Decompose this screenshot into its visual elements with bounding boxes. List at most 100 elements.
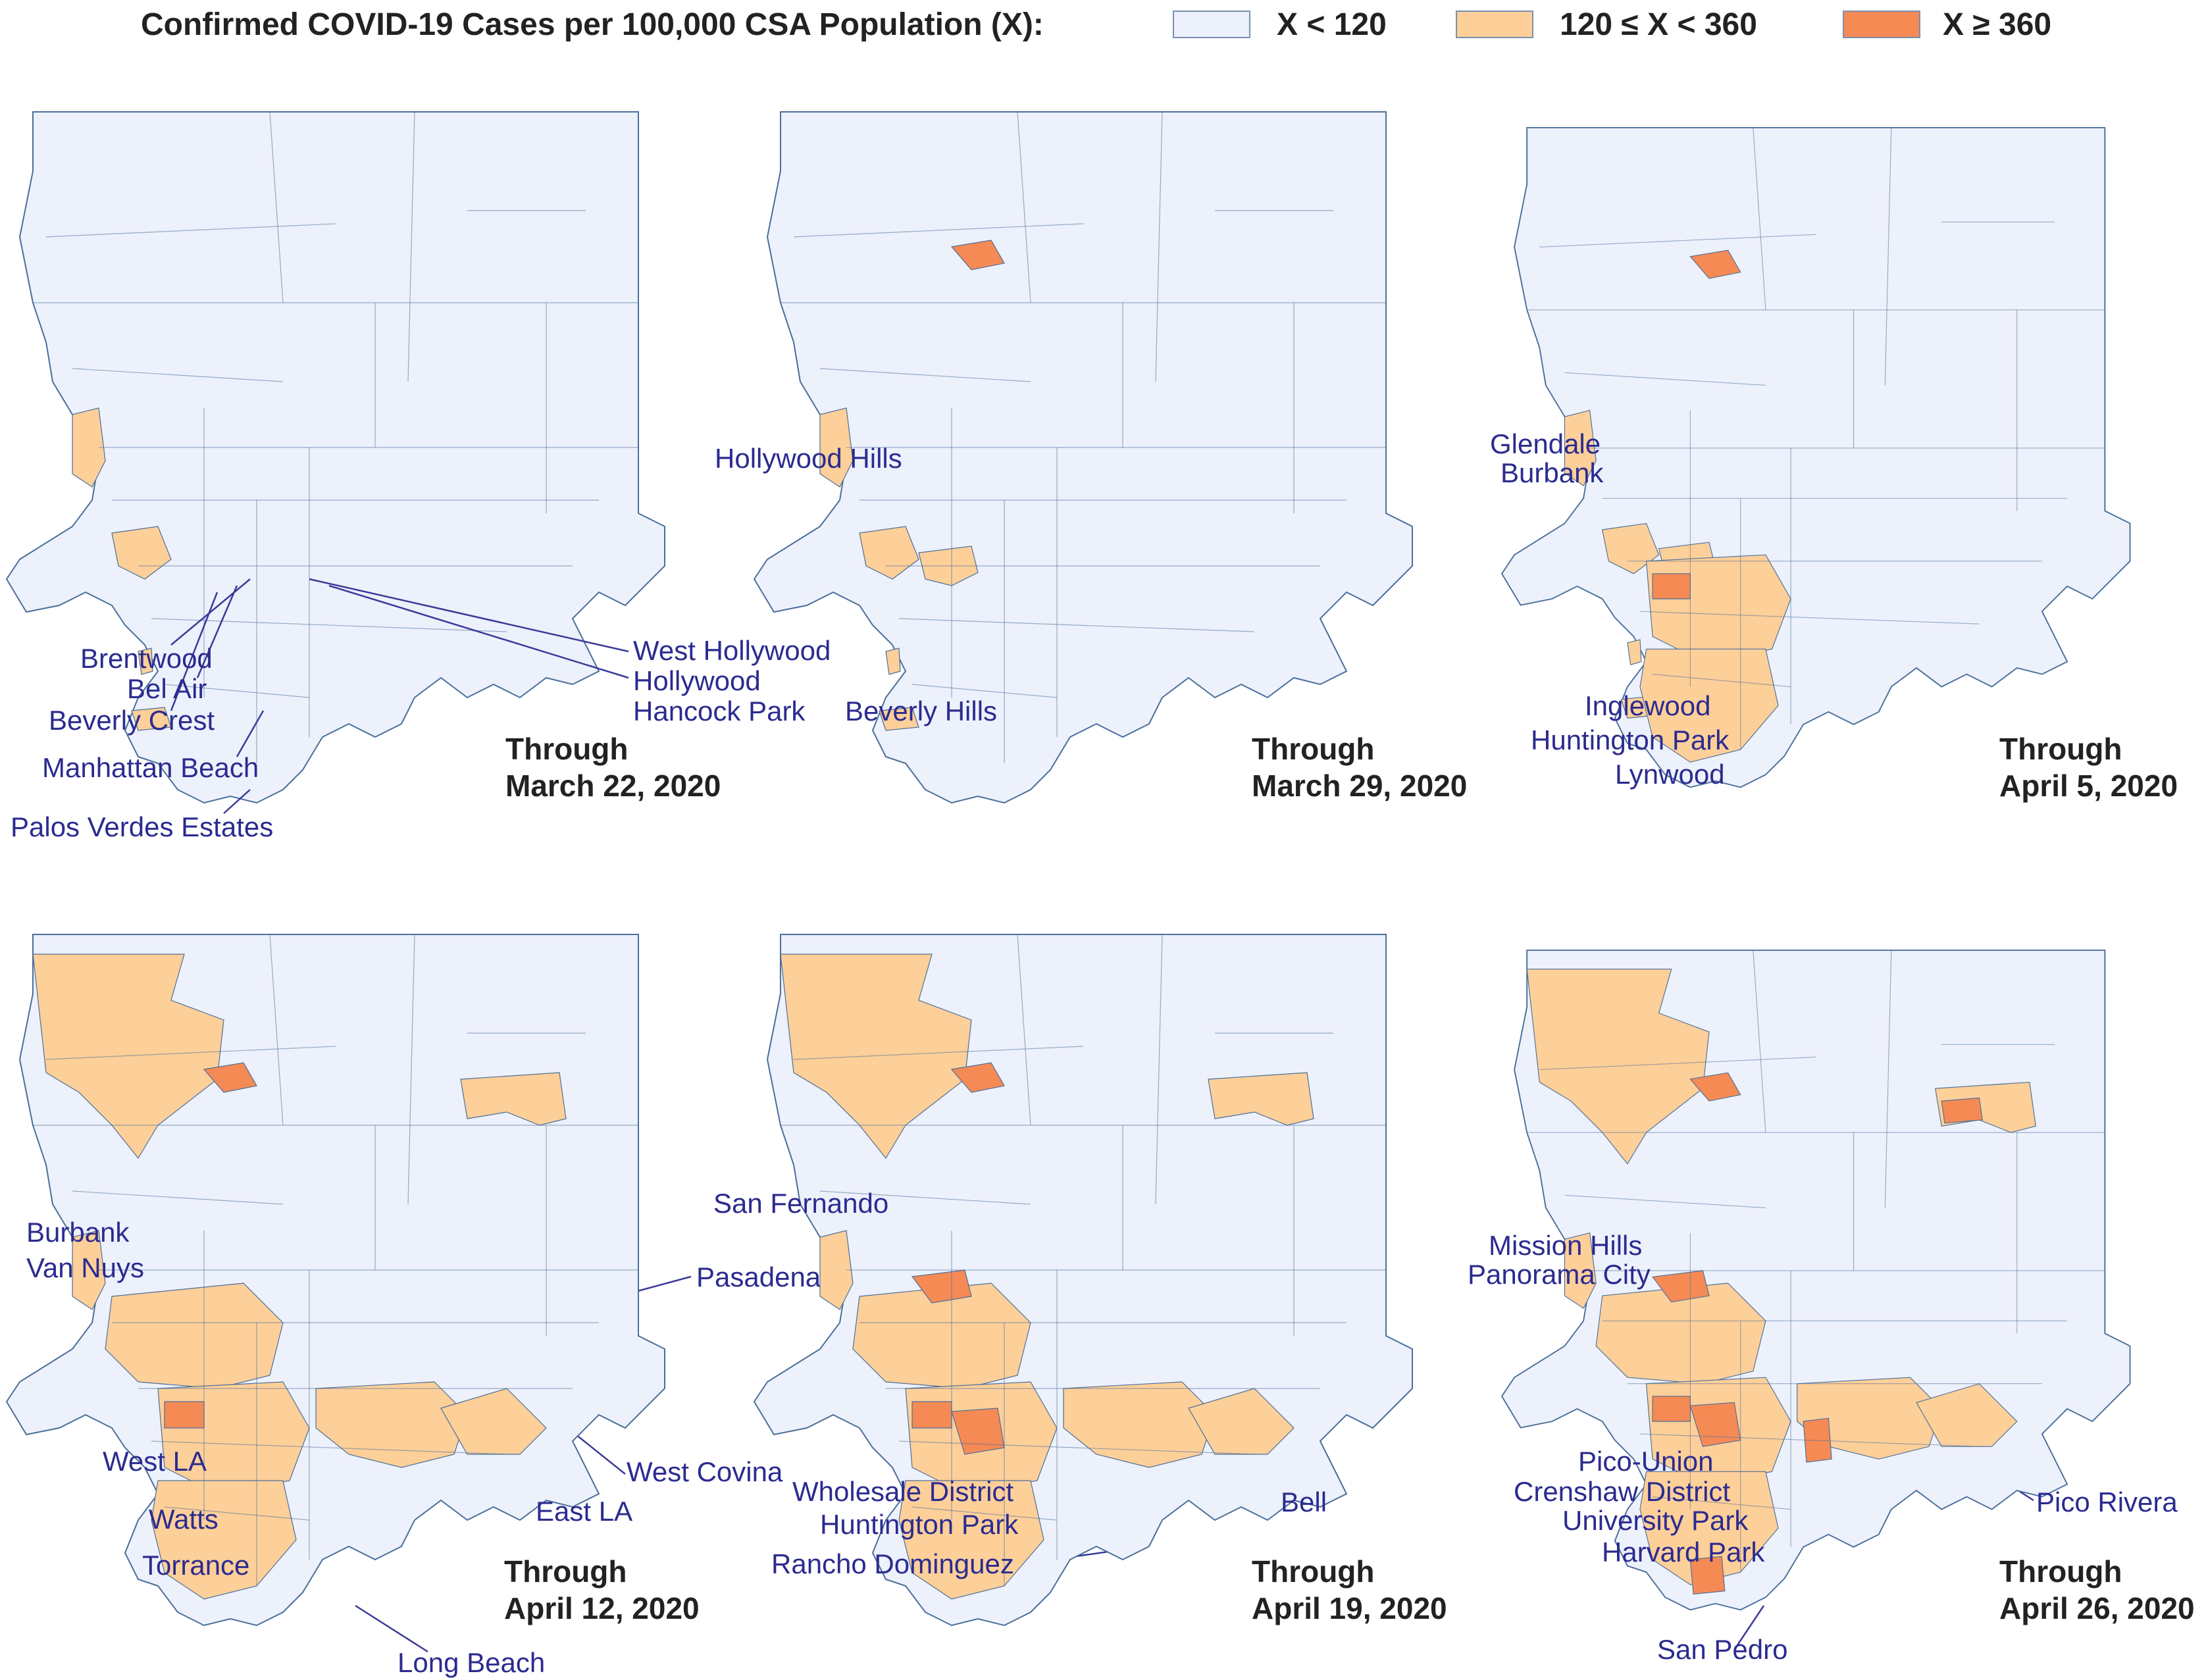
district-borders	[781, 111, 1386, 763]
legend-label-mid: 120 ≤ X < 360	[1560, 7, 1757, 42]
csa-mid-coastal	[1564, 409, 1597, 487]
csa-mid-east	[315, 1381, 468, 1468]
legend-label-high: X ≥ 360	[1943, 7, 2052, 42]
county-outline	[5, 111, 665, 804]
csa-mid-east	[1797, 1377, 1942, 1460]
csa-mid-south	[898, 1480, 1044, 1600]
map-panel-apr05	[1501, 127, 2131, 788]
through-label-apr19: Through April 19, 2020	[1252, 1554, 1447, 1625]
label-panorama-city: Panorama City	[1468, 1259, 1651, 1290]
map-panel-apr12	[5, 934, 665, 1627]
csa-mid-mb	[1627, 639, 1642, 665]
label-beverly-hills: Beverly Hills	[845, 696, 998, 726]
csa-high-north	[950, 1062, 1005, 1093]
label-beverly-crest: Beverly Crest	[49, 705, 215, 736]
district-borders	[1527, 128, 2105, 750]
leader-line	[236, 710, 265, 757]
csa-high-hotCentral	[164, 1401, 205, 1429]
through-label-apr05: Through April 5, 2020	[1999, 732, 2178, 803]
csa-mid-valley	[105, 1283, 284, 1389]
label-glendale: Glendale	[1490, 428, 1601, 459]
label-crenshaw-district: Crenshaw District	[1514, 1476, 1731, 1507]
legend-swatch-mid	[1456, 11, 1533, 38]
csa-mid-coastal	[819, 1230, 854, 1310]
district-borders	[781, 934, 1386, 1586]
leader-line	[328, 584, 629, 679]
label-west-la: West LA	[103, 1446, 207, 1477]
county-outline	[753, 111, 1413, 804]
csa-mid-eastfar	[1188, 1388, 1295, 1455]
label-pico-rivera: Pico Rivera	[2036, 1487, 2178, 1517]
label-mission-hills: Mission Hills	[1489, 1230, 1643, 1261]
label-palos-verdes-estates: Palos Verdes Estates	[11, 811, 274, 842]
date-label-apr19: April 19, 2020	[1252, 1591, 1447, 1625]
leader-line	[170, 592, 218, 711]
csa-mid-eastfar	[440, 1388, 547, 1455]
through-label-apr26: Through April 26, 2020	[1999, 1554, 2195, 1625]
csa-mid-coastal	[1564, 1232, 1597, 1310]
legend-swatch-high	[1843, 11, 1920, 38]
label-harvard-park: Harvard Park	[1602, 1537, 1765, 1567]
csa-mid-south	[151, 1480, 297, 1600]
legend-title: Confirmed COVID-19 Cases per 100,000 CSA…	[141, 7, 1044, 42]
csa-high-hotNE	[1941, 1097, 1983, 1124]
map-panel-apr26	[1501, 950, 2131, 1611]
csa-high-north	[1689, 249, 1741, 279]
label-bell: Bell	[1281, 1487, 1327, 1517]
label-inglewood: Inglewood	[1585, 690, 1711, 721]
date-label-mar29: March 29, 2020	[1252, 769, 1468, 803]
csa-mid-coastal	[819, 407, 854, 488]
district-borders	[1527, 950, 2105, 1573]
label-huntington-park: Huntington Park	[1531, 725, 1730, 755]
csa-high-north	[203, 1062, 257, 1093]
label-university-park: University Park	[1562, 1505, 1749, 1536]
label-wholesale-district: Wholesale District	[792, 1476, 1014, 1507]
label-rancho-dominguez: Rancho Dominguez	[771, 1548, 1014, 1579]
leader-line	[355, 1604, 428, 1653]
csa-high-north	[1689, 1072, 1741, 1102]
district-borders	[33, 111, 638, 763]
csa-mid-coastal	[72, 1230, 106, 1310]
csa-high-hotCentral	[911, 1401, 952, 1429]
csa-high-hotSF	[911, 1269, 972, 1304]
label-san-pedro: San Pedro	[1657, 1634, 1788, 1665]
date-label-apr12: April 12, 2020	[504, 1591, 700, 1625]
date-label-apr05: April 5, 2020	[1999, 769, 2178, 803]
leader-line	[170, 578, 251, 646]
csa-mid-mb	[138, 648, 153, 675]
label-hollywood-hills: Hollywood Hills	[715, 443, 902, 474]
leader-line	[223, 789, 251, 814]
label-east-la: East LA	[536, 1496, 633, 1527]
label-hollywood: Hollywood	[633, 665, 761, 696]
map-panel-mar22	[5, 111, 665, 804]
district-borders	[33, 934, 638, 1586]
csa-mid-eastfar	[1916, 1383, 2018, 1447]
label-manhattan-beach: Manhattan Beach	[42, 752, 259, 783]
leader-line	[196, 585, 238, 678]
leader-line	[1736, 1605, 1765, 1646]
map-panel-mar29	[753, 111, 1413, 804]
csa-high-hotCentral	[1652, 573, 1691, 599]
label-west-hollywood: West Hollywood	[633, 635, 831, 666]
csa-mid-pv	[131, 707, 172, 731]
label-hancock-park: Hancock Park	[633, 696, 806, 726]
csa-high-north	[950, 240, 1005, 270]
label-pico-union: Pico-Union	[1578, 1446, 1714, 1477]
legend-label-low: X < 120	[1277, 7, 1387, 42]
csa-high-hotSF	[1652, 1270, 1710, 1303]
label-lynwood: Lynwood	[1615, 759, 1725, 790]
csa-mid-valley	[852, 1283, 1031, 1389]
date-label-mar22: March 22, 2020	[505, 769, 721, 803]
csa-mid-valley	[1595, 1283, 1766, 1385]
label-bel-air: Bel Air	[127, 673, 207, 704]
csa-mid-south	[1639, 648, 1779, 763]
legend: Confirmed COVID-19 Cases per 100,000 CSA…	[0, 0, 2206, 59]
csa-high-hotCentral	[1652, 1396, 1691, 1422]
csa-mid-mb	[885, 648, 901, 675]
through-label-mar29: Through March 29, 2020	[1252, 732, 1468, 803]
label-huntington-park-apr19: Huntington Park	[820, 1509, 1019, 1540]
label-pasadena: Pasadena	[696, 1261, 821, 1292]
through-label-apr12: Through April 12, 2020	[504, 1554, 700, 1625]
label-burbank-apr12: Burbank	[26, 1217, 130, 1248]
date-label-apr26: April 26, 2020	[1999, 1591, 2195, 1625]
